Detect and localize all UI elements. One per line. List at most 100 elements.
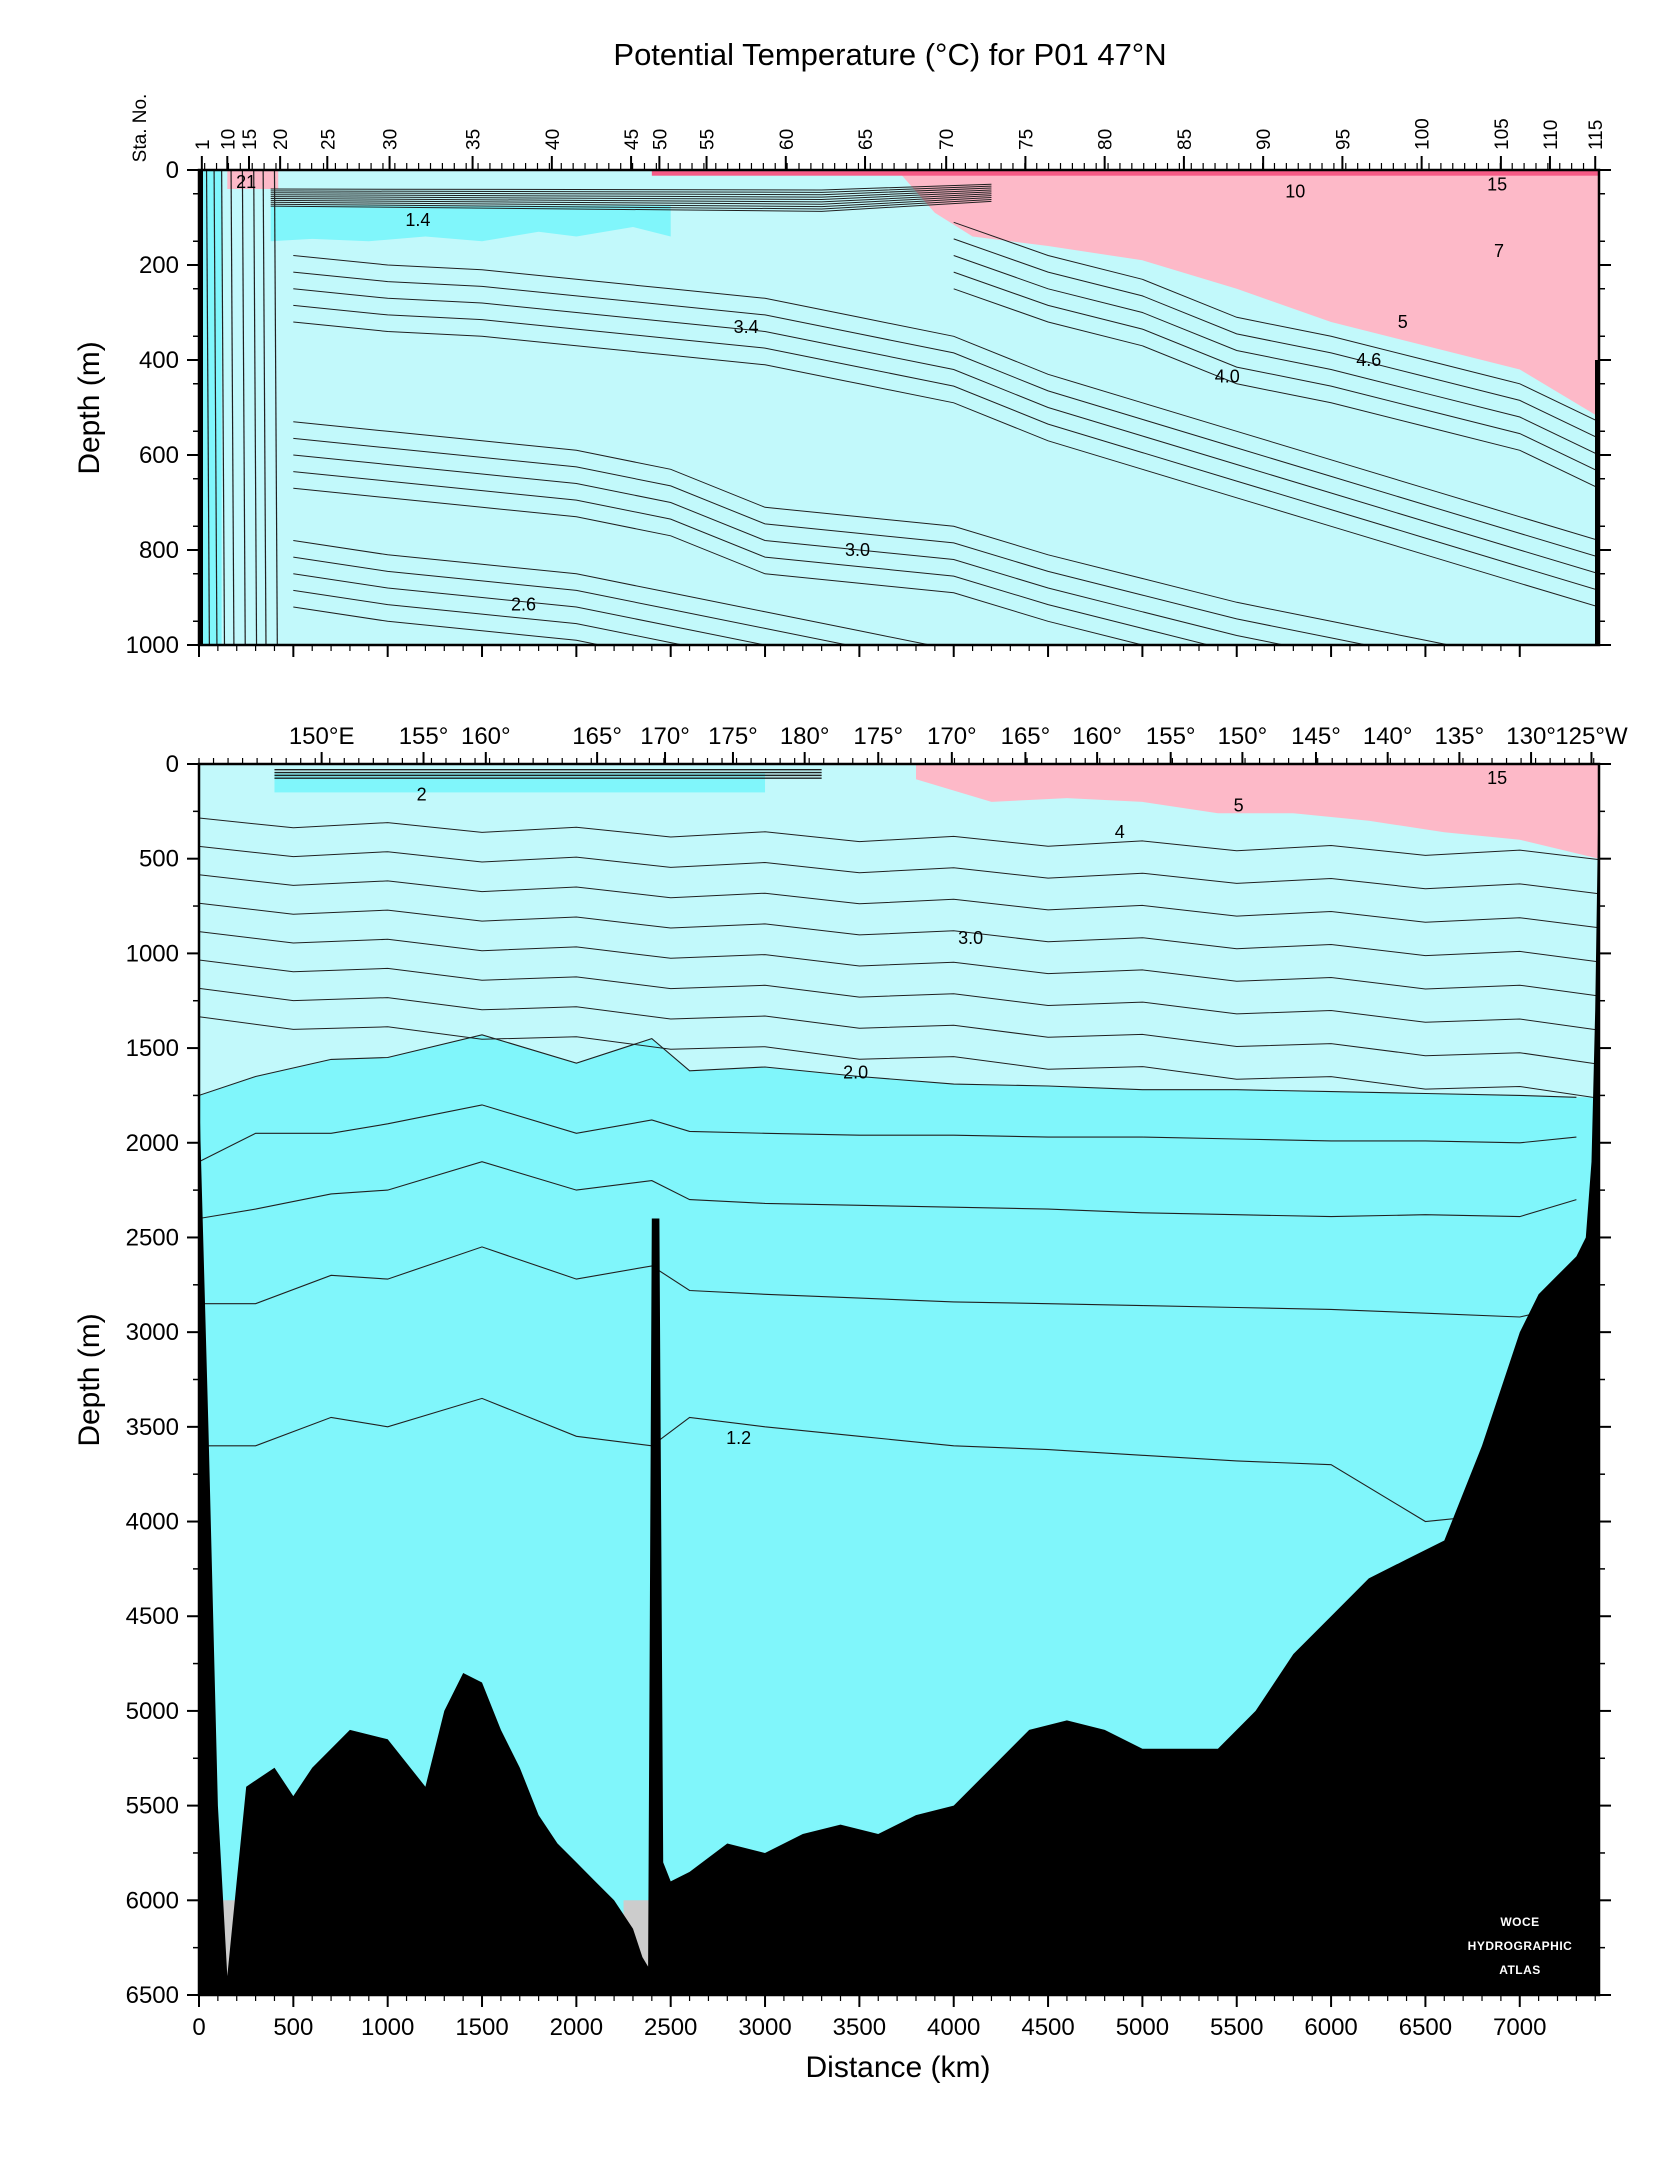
top-y-tick-label: 0 (166, 157, 179, 184)
top-contour-label: 7 (1494, 241, 1504, 261)
bottom-x-tick-label: 2500 (644, 2014, 697, 2041)
bottom-y-tick-label: 4500 (126, 1603, 179, 1630)
top-y-axis: 0 200 400 600 800 1000 (126, 157, 1611, 659)
top-front-line (230, 170, 235, 645)
top-thermocline-line (270, 197, 992, 208)
longitude-tick-label: 175° (708, 723, 758, 750)
bottom-y-axis-label: Depth (m) (73, 1313, 106, 1446)
top-isotherm-line (293, 540, 933, 645)
bottom-upper-isotherm-line (199, 931, 1599, 997)
top-contour-label: 3.0 (845, 540, 870, 560)
station-axis: 1 10 15 20 25 30 35 40 45 50 55 60 65 70 75 80 85 90 95 100… (193, 118, 1607, 170)
station-tick-label: 60 (777, 129, 798, 150)
bottom-x-tick-label: 4500 (1021, 2014, 1074, 2041)
bottom-upper-isotherm-line (199, 959, 1599, 1031)
top-isotherm-line (953, 238, 1599, 439)
top-contour-label: 21 (236, 172, 256, 192)
bottom-y-tick-label: 5500 (126, 1793, 179, 1820)
station-tick-label: 85 (1175, 129, 1196, 150)
bottom-upper-isotherm-line (199, 845, 1599, 895)
bottom-x-tick-label: 6500 (1399, 2014, 1452, 2041)
station-tick-label: 10 (218, 129, 239, 150)
station-axis-label: Sta. No. (130, 94, 151, 163)
longitude-axis: 150°E 155° 160° 165° 170° 175° 180° 175° 170° 165… (198, 723, 1628, 764)
bottom-upper-isotherm-line (199, 987, 1599, 1065)
top-isotherm-line (293, 437, 1369, 645)
bottom-contour-label: 1.2 (726, 1428, 751, 1448)
bottom-y-tick-label: 4000 (126, 1509, 179, 1536)
longitude-tick-label: 165° (572, 723, 622, 750)
bottom-upper-isotherm-line (199, 817, 1599, 861)
bottom-contour-labels: 15 2 5 4 3.0 2.0 1.2 (417, 768, 1507, 1448)
top-thermocline-line (270, 185, 992, 193)
bottom-contour-label: 5 (1234, 796, 1244, 816)
top-front-line (205, 170, 210, 645)
station-tick-label: 35 (464, 129, 485, 150)
station-tick-label: 110 (1541, 120, 1562, 150)
bottom-x-tick-label: 3500 (833, 2014, 886, 2041)
station-tick-label: 80 (1096, 129, 1117, 150)
top-front-line (273, 170, 278, 645)
top-contour-label: 2.6 (511, 595, 536, 615)
longitude-tick-label: 170° (927, 723, 977, 750)
bottom-isotherm-line (199, 1397, 1577, 1523)
top-contour-labels: 21 10 15 1.4 7 3.4 5 4.6 4.0 3.0 2.6 (236, 172, 1507, 615)
top-east-coast-bar (1595, 360, 1599, 645)
longitude-tick-label: 145° (1291, 723, 1341, 750)
bottom-isotherm-lines (199, 768, 1599, 1523)
top-isotherm-line (293, 556, 851, 645)
station-tick-label: 75 (1016, 129, 1037, 150)
top-contour-label: 5 (1398, 312, 1408, 332)
bottom-x-tick-label: 4000 (927, 2014, 980, 2041)
bottom-y-tick-label: 3000 (126, 1319, 179, 1346)
bottom-y-tick-label: 2500 (126, 1224, 179, 1251)
bottom-mid-water-fill (199, 764, 1599, 1098)
station-tick-label: 105 (1492, 118, 1513, 150)
station-tick-label: 1 (193, 139, 214, 150)
station-tick-label: 115 (1586, 120, 1607, 150)
top-x-minor-ticks (198, 645, 1521, 657)
top-isotherm-line (953, 288, 1599, 489)
woce-stamp-line-1: WOCE (1500, 1915, 1539, 1929)
bottom-y-tick-label: 5000 (126, 1698, 179, 1725)
bottom-x-tick-label: 0 (192, 2014, 205, 2041)
top-contour-label: 10 (1285, 181, 1305, 201)
bottom-contour-label: 2 (417, 784, 427, 804)
top-hot-surface-fill (651, 170, 1599, 176)
longitude-tick-label: 160° (1072, 723, 1122, 750)
longitude-tick-label: 135° (1435, 723, 1485, 750)
top-isotherm-line (293, 606, 603, 645)
bottom-isotherm-line (199, 1034, 1577, 1098)
bottom-contour-label: 15 (1487, 768, 1507, 788)
longitude-tick-label: 140° (1363, 723, 1413, 750)
bottom-y-tick-label: 6500 (126, 1982, 179, 2009)
bottom-y-tick-label: 6000 (126, 1887, 179, 1914)
top-isotherm-line (293, 321, 1599, 608)
top-isotherm-line (293, 573, 768, 645)
longitude-tick-label: 175° (853, 723, 903, 750)
top-isotherm-line (293, 304, 1599, 591)
station-tick-label: 70 (937, 129, 958, 150)
station-tick-label: 30 (381, 129, 402, 150)
top-temperature-fill (199, 170, 1599, 645)
top-isotherm-line (293, 288, 1599, 575)
longitude-tick-label: 165° (1001, 723, 1051, 750)
longitude-tick-label: 150°E (289, 723, 355, 750)
longitude-tick-label: 180° (780, 723, 830, 750)
station-tick-label: 20 (271, 129, 292, 150)
top-isotherm-line (953, 271, 1599, 473)
top-thermocline-line (270, 191, 992, 200)
bottom-y-tick-label: 500 (139, 846, 179, 873)
top-front-line (262, 170, 267, 645)
bottom-isotherm-line (199, 1104, 1577, 1163)
longitude-tick-label: 130° (1506, 723, 1556, 750)
seafloor-bathymetry (199, 764, 1599, 1995)
longitude-tick-label: 125°W (1555, 723, 1628, 750)
station-tick-label: 50 (650, 129, 671, 150)
bottom-upper-isotherm-line (199, 1016, 1599, 1099)
bottom-x-tick-label: 2000 (550, 2014, 603, 2041)
top-y-tick-label: 600 (139, 442, 179, 469)
longitude-tick-label: 150° (1218, 723, 1268, 750)
